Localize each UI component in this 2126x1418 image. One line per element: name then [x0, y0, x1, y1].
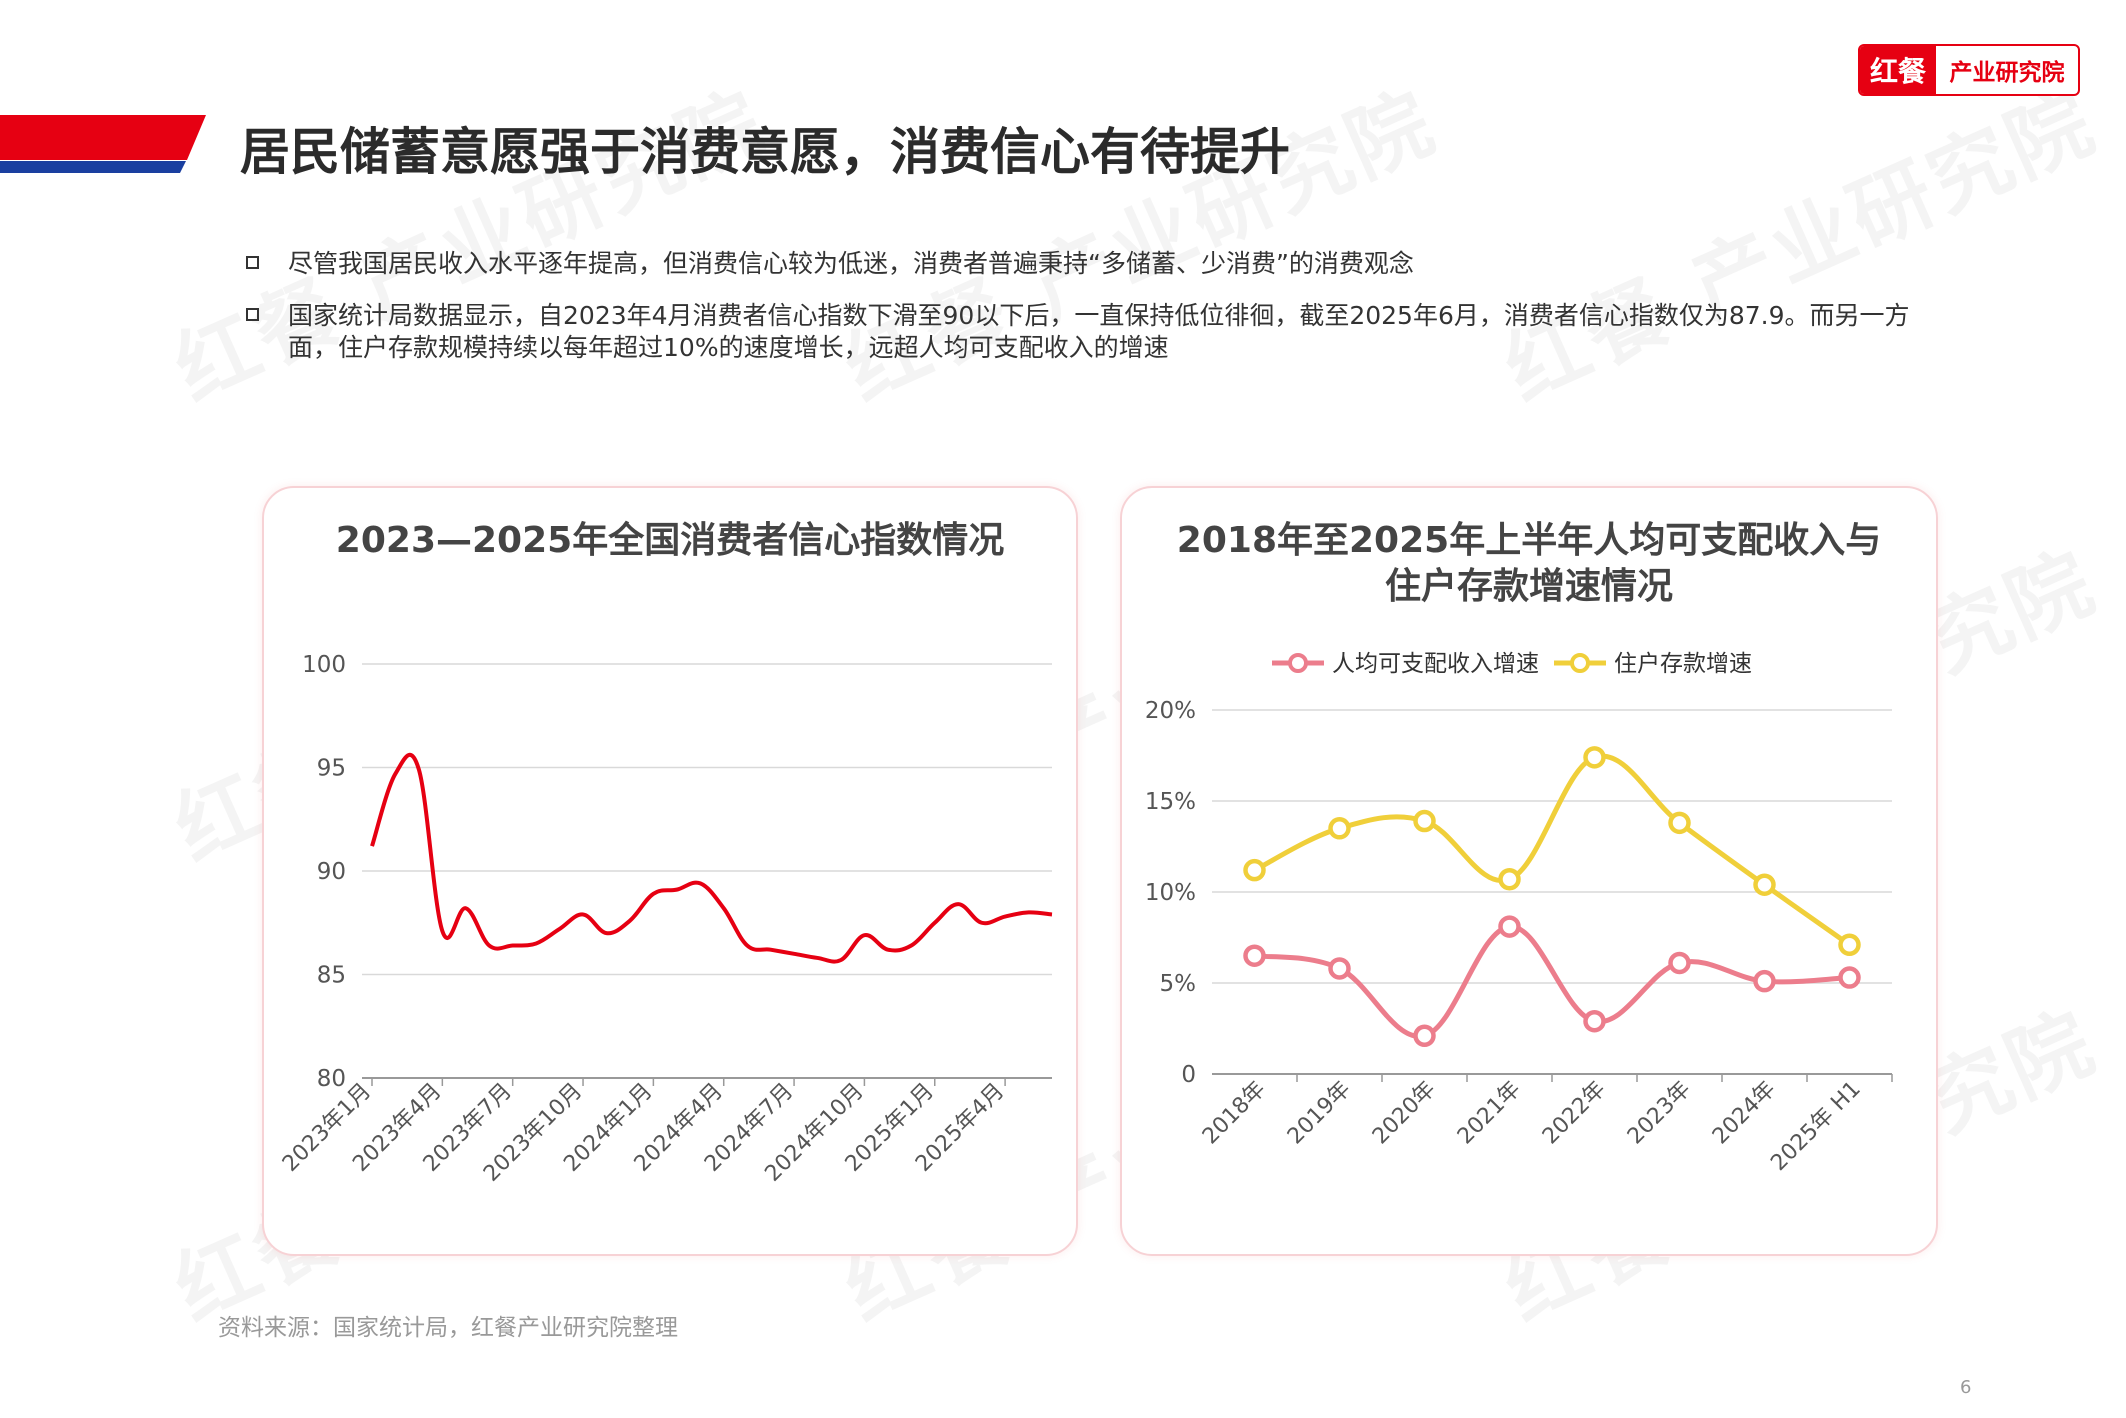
- header-stripe: [0, 115, 206, 173]
- x-tick-label: 2023年: [1623, 1077, 1696, 1150]
- page-title: 居民储蓄意愿强于消费意愿，消费信心有待提升: [240, 123, 1290, 181]
- data-point: [1583, 1009, 1606, 1033]
- y-tick-label: 0: [1181, 1062, 1196, 1088]
- logo-badge: 红餐: [1860, 46, 1936, 94]
- chart-title: 2023—2025年全国消费者信心指数情况: [335, 520, 1005, 561]
- bullet-list: 尽管我国居民收入水平逐年提高，但消费信心较为低迷，消费者普遍秉持“多储蓄、少消费…: [246, 248, 1946, 384]
- checkbox-icon: [246, 256, 259, 269]
- y-tick-label: 10%: [1145, 880, 1196, 906]
- page-number: 6: [1960, 1377, 1972, 1398]
- legend-marker: [1288, 653, 1308, 673]
- legend-marker: [1570, 653, 1590, 673]
- x-tick-label: 2024年: [1708, 1077, 1781, 1150]
- series-line-confidence: [370, 752, 1053, 964]
- confidence-chart: 100959085802023年1月2023年4月2023年7月2023年10月…: [278, 652, 1053, 1187]
- y-tick-label: 100: [302, 652, 346, 678]
- bullet-item: 国家统计局数据显示，自2023年4月消费者信心指数下滑至90以下后，一直保持低位…: [246, 300, 1946, 364]
- y-tick-label: 15%: [1145, 789, 1196, 815]
- data-point: [1498, 915, 1521, 938]
- y-tick-label: 20%: [1145, 698, 1196, 724]
- data-point: [1838, 933, 1861, 957]
- y-tick-label: 5%: [1160, 971, 1197, 997]
- brand-logo: 红餐 产业研究院: [1858, 44, 2080, 96]
- checkbox-icon: [246, 308, 259, 321]
- data-point: [1243, 944, 1266, 967]
- chart-title-line: 住户存款增速情况: [1384, 566, 1673, 607]
- y-tick-label: 95: [317, 756, 346, 782]
- x-tick-label: 2020年: [1368, 1077, 1441, 1150]
- data-point: [1753, 873, 1776, 896]
- y-tick-label: 80: [317, 1066, 346, 1092]
- bullet-text: 尽管我国居民收入水平逐年提高，但消费信心较为低迷，消费者普遍秉持“多储蓄、少消费…: [288, 249, 1414, 278]
- x-tick-label: 2018年: [1198, 1077, 1271, 1150]
- data-point: [1498, 868, 1521, 891]
- chart-title: 2018年至2025年上半年人均可支配收入与 住户存款增速情况: [1122, 518, 1936, 610]
- chart-card-growth: 2018年至2025年上半年人均可支配收入与 住户存款增速情况 20% 15% 10…: [1120, 486, 1938, 1256]
- x-tick-label: 2025年 H1: [1766, 1077, 1865, 1176]
- legend-label: 住户存款增速: [1614, 651, 1752, 677]
- chart-card-confidence: 2023—2025年全国消费者信心指数情况 100 95 90 85 80 2023年1月…: [262, 486, 1078, 1256]
- y-tick-label: 85: [317, 963, 346, 989]
- bullet-text: 国家统计局数据显示，自2023年4月消费者信心指数下滑至90以下后，一直保持低位…: [288, 301, 1910, 362]
- data-point: [1583, 746, 1606, 769]
- data-point: [1413, 1024, 1436, 1048]
- data-point: [1328, 817, 1351, 840]
- data-point: [1753, 969, 1776, 993]
- chart-title-line: 2018年至2025年上半年人均可支配收入与: [1176, 520, 1882, 561]
- data-point: [1243, 858, 1266, 882]
- x-tick-label: 2022年: [1538, 1077, 1611, 1150]
- x-tick-label: 2021年: [1453, 1077, 1526, 1150]
- source-note: 资料来源：国家统计局，红餐产业研究院整理: [218, 1315, 678, 1341]
- series-line: [1253, 753, 1851, 947]
- legend-label: 人均可支配收入增速: [1332, 651, 1539, 677]
- logo-text: 产业研究院: [1949, 60, 2065, 86]
- data-point: [1668, 811, 1691, 835]
- bullet-item: 尽管我国居民收入水平逐年提高，但消费信心较为低迷，消费者普遍秉持“多储蓄、少消费…: [246, 248, 1946, 280]
- data-point: [1668, 951, 1691, 975]
- data-point: [1328, 957, 1351, 980]
- series-line: [1254, 924, 1850, 1039]
- data-point: [1838, 966, 1861, 989]
- data-point: [1413, 809, 1436, 833]
- x-tick-label: 2019年: [1283, 1077, 1356, 1150]
- y-tick-label: 90: [317, 859, 346, 885]
